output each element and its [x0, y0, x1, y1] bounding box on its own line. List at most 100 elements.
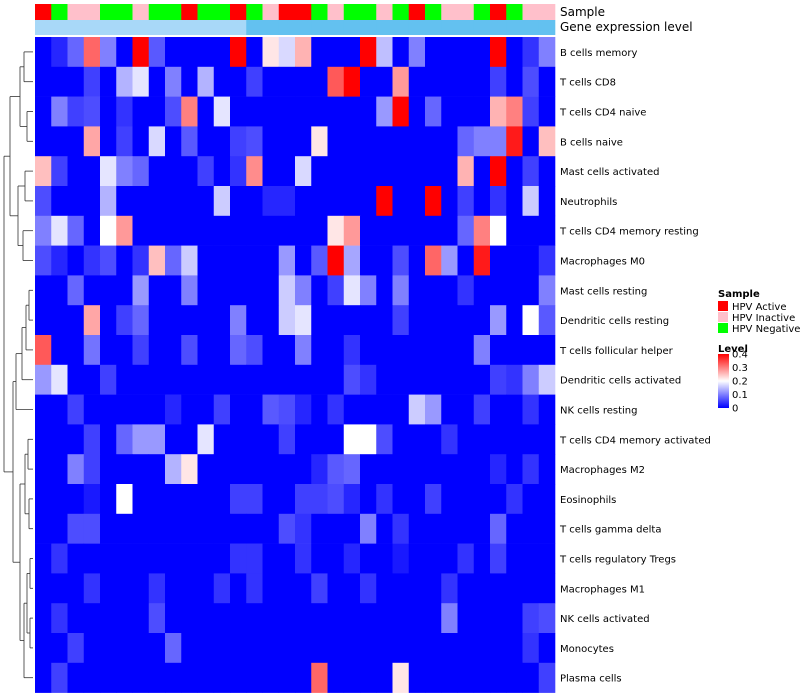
heatmap-cell-21-11: [213, 662, 231, 693]
heatmap-cell-9-18: [327, 305, 345, 336]
heatmap-cell-13-0: [35, 424, 52, 455]
sample-legend-title: Sample: [718, 289, 760, 300]
heatmap-cell-5-23: [408, 186, 426, 217]
heatmap-cell-11-3: [83, 364, 101, 395]
heatmap-cell-21-20: [360, 662, 377, 693]
heatmap-cell-7-10: [197, 245, 215, 276]
heatmap-cell-20-23: [408, 633, 426, 664]
heatmap-cell-8-28: [490, 275, 507, 306]
heatmap-cell-12-3: [83, 394, 101, 425]
heatmap-cell-7-1: [51, 245, 68, 276]
heatmap-cell-11-18: [327, 364, 345, 395]
heatmap-cell-3-7: [148, 126, 166, 157]
heatmap-cell-7-5: [116, 245, 133, 276]
heatmap-cell-4-7: [148, 156, 166, 187]
annotation-cell-0-30: [522, 4, 540, 20]
row-dendrogram: [3, 51, 33, 679]
heatmap-cell-18-21: [376, 573, 393, 604]
heatmap-cell-9-11: [213, 305, 231, 336]
heatmap-cell-3-25: [441, 126, 458, 157]
heatmap-cell-21-13: [246, 662, 263, 693]
sample-legend-swatch-1: [718, 312, 728, 322]
heatmap-cell-7-7: [148, 245, 166, 276]
heatmap-cell-0-20: [360, 37, 377, 68]
heatmap-cell-12-31: [538, 394, 556, 425]
row-label-15: Eosinophils: [560, 495, 616, 506]
heatmap-cell-9-16: [295, 305, 312, 336]
annotation-cell-0-12: [230, 4, 247, 20]
heatmap-cell-17-17: [311, 543, 328, 574]
heatmap-cell-2-22: [392, 96, 410, 127]
heatmap-cell-9-29: [506, 305, 523, 336]
heatmap-cell-14-31: [538, 454, 556, 485]
heatmap-cell-17-2: [67, 543, 85, 574]
heatmap-cell-21-4: [100, 662, 117, 693]
heatmap-cell-13-13: [246, 424, 263, 455]
level-legend-tick-4: 0: [732, 404, 738, 415]
heatmap-cell-6-4: [100, 215, 117, 246]
heatmap-cell-14-12: [230, 454, 247, 485]
annotation-cell-0-8: [165, 4, 182, 20]
heatmap-cell-2-4: [100, 96, 117, 127]
heatmap-cell-7-13: [246, 245, 263, 276]
heatmap-cell-10-14: [262, 335, 280, 366]
annotation-cell-1-24: [425, 20, 442, 35]
heatmap-cell-6-12: [230, 215, 247, 246]
annotation-cell-1-11: [213, 20, 231, 35]
heatmap-cell-17-0: [35, 543, 52, 574]
annotation-cell-0-11: [213, 4, 231, 20]
heatmap-cell-18-8: [165, 573, 182, 604]
heatmap-cell-9-4: [100, 305, 117, 336]
heatmap-cell-2-14: [262, 96, 280, 127]
heatmap-cell-19-18: [327, 603, 345, 634]
heatmap-cell-1-16: [295, 66, 312, 97]
heatmap-cell-17-13: [246, 543, 263, 574]
heatmap-cell-20-14: [262, 633, 280, 664]
heatmap-cell-16-28: [490, 513, 507, 544]
heatmap-cell-20-28: [490, 633, 507, 664]
heatmap-cell-3-1: [51, 126, 68, 157]
heatmap-cell-10-5: [116, 335, 133, 366]
heatmap-cell-4-31: [538, 156, 556, 187]
heatmap-cell-0-29: [506, 37, 523, 68]
heatmap-cell-12-29: [506, 394, 523, 425]
heatmap-cell-0-8: [165, 37, 182, 68]
heatmap-cell-15-16: [295, 484, 312, 515]
heatmap-cell-20-18: [327, 633, 345, 664]
heatmap-cell-2-13: [246, 96, 263, 127]
heatmap-cell-1-13: [246, 66, 263, 97]
heatmap-cell-13-23: [408, 424, 426, 455]
heatmap-cell-21-27: [473, 662, 491, 693]
heatmap-cell-12-16: [295, 394, 312, 425]
heatmap-cell-15-3: [83, 484, 101, 515]
heatmap-cell-18-0: [35, 573, 52, 604]
heatmap-cell-0-27: [473, 37, 491, 68]
heatmap-cell-13-27: [473, 424, 491, 455]
heatmap-cell-6-26: [457, 215, 475, 246]
heatmap-cell-12-14: [262, 394, 280, 425]
heatmap-cell-4-1: [51, 156, 68, 187]
heatmap-cell-12-1: [51, 394, 68, 425]
annotation-cell-0-27: [473, 4, 491, 20]
heatmap-cell-18-13: [246, 573, 263, 604]
heatmap-cell-18-17: [311, 573, 328, 604]
heatmap-cell-4-3: [83, 156, 101, 187]
heatmap-cell-18-15: [278, 573, 296, 604]
heatmap-cell-14-14: [262, 454, 280, 485]
heatmap-cell-5-31: [538, 186, 556, 217]
heatmap-cell-18-10: [197, 573, 215, 604]
heatmap-cell-17-18: [327, 543, 345, 574]
heatmap-cell-2-20: [360, 96, 377, 127]
heatmap-cell-6-2: [67, 215, 85, 246]
heatmap-cell-21-22: [392, 662, 410, 693]
heatmap-cell-10-15: [278, 335, 296, 366]
heatmap-cell-7-30: [522, 245, 540, 276]
heatmap-cell-3-24: [425, 126, 442, 157]
heatmap-cell-17-11: [213, 543, 231, 574]
heatmap-cell-13-25: [441, 424, 458, 455]
sample-legend-label-0: HPV Active: [732, 302, 787, 313]
heatmap-cell-17-16: [295, 543, 312, 574]
heatmap-cell-20-31: [538, 633, 556, 664]
row-label-9: Dendritic cells resting: [560, 316, 669, 327]
row-label-5: Neutrophils: [560, 197, 617, 208]
